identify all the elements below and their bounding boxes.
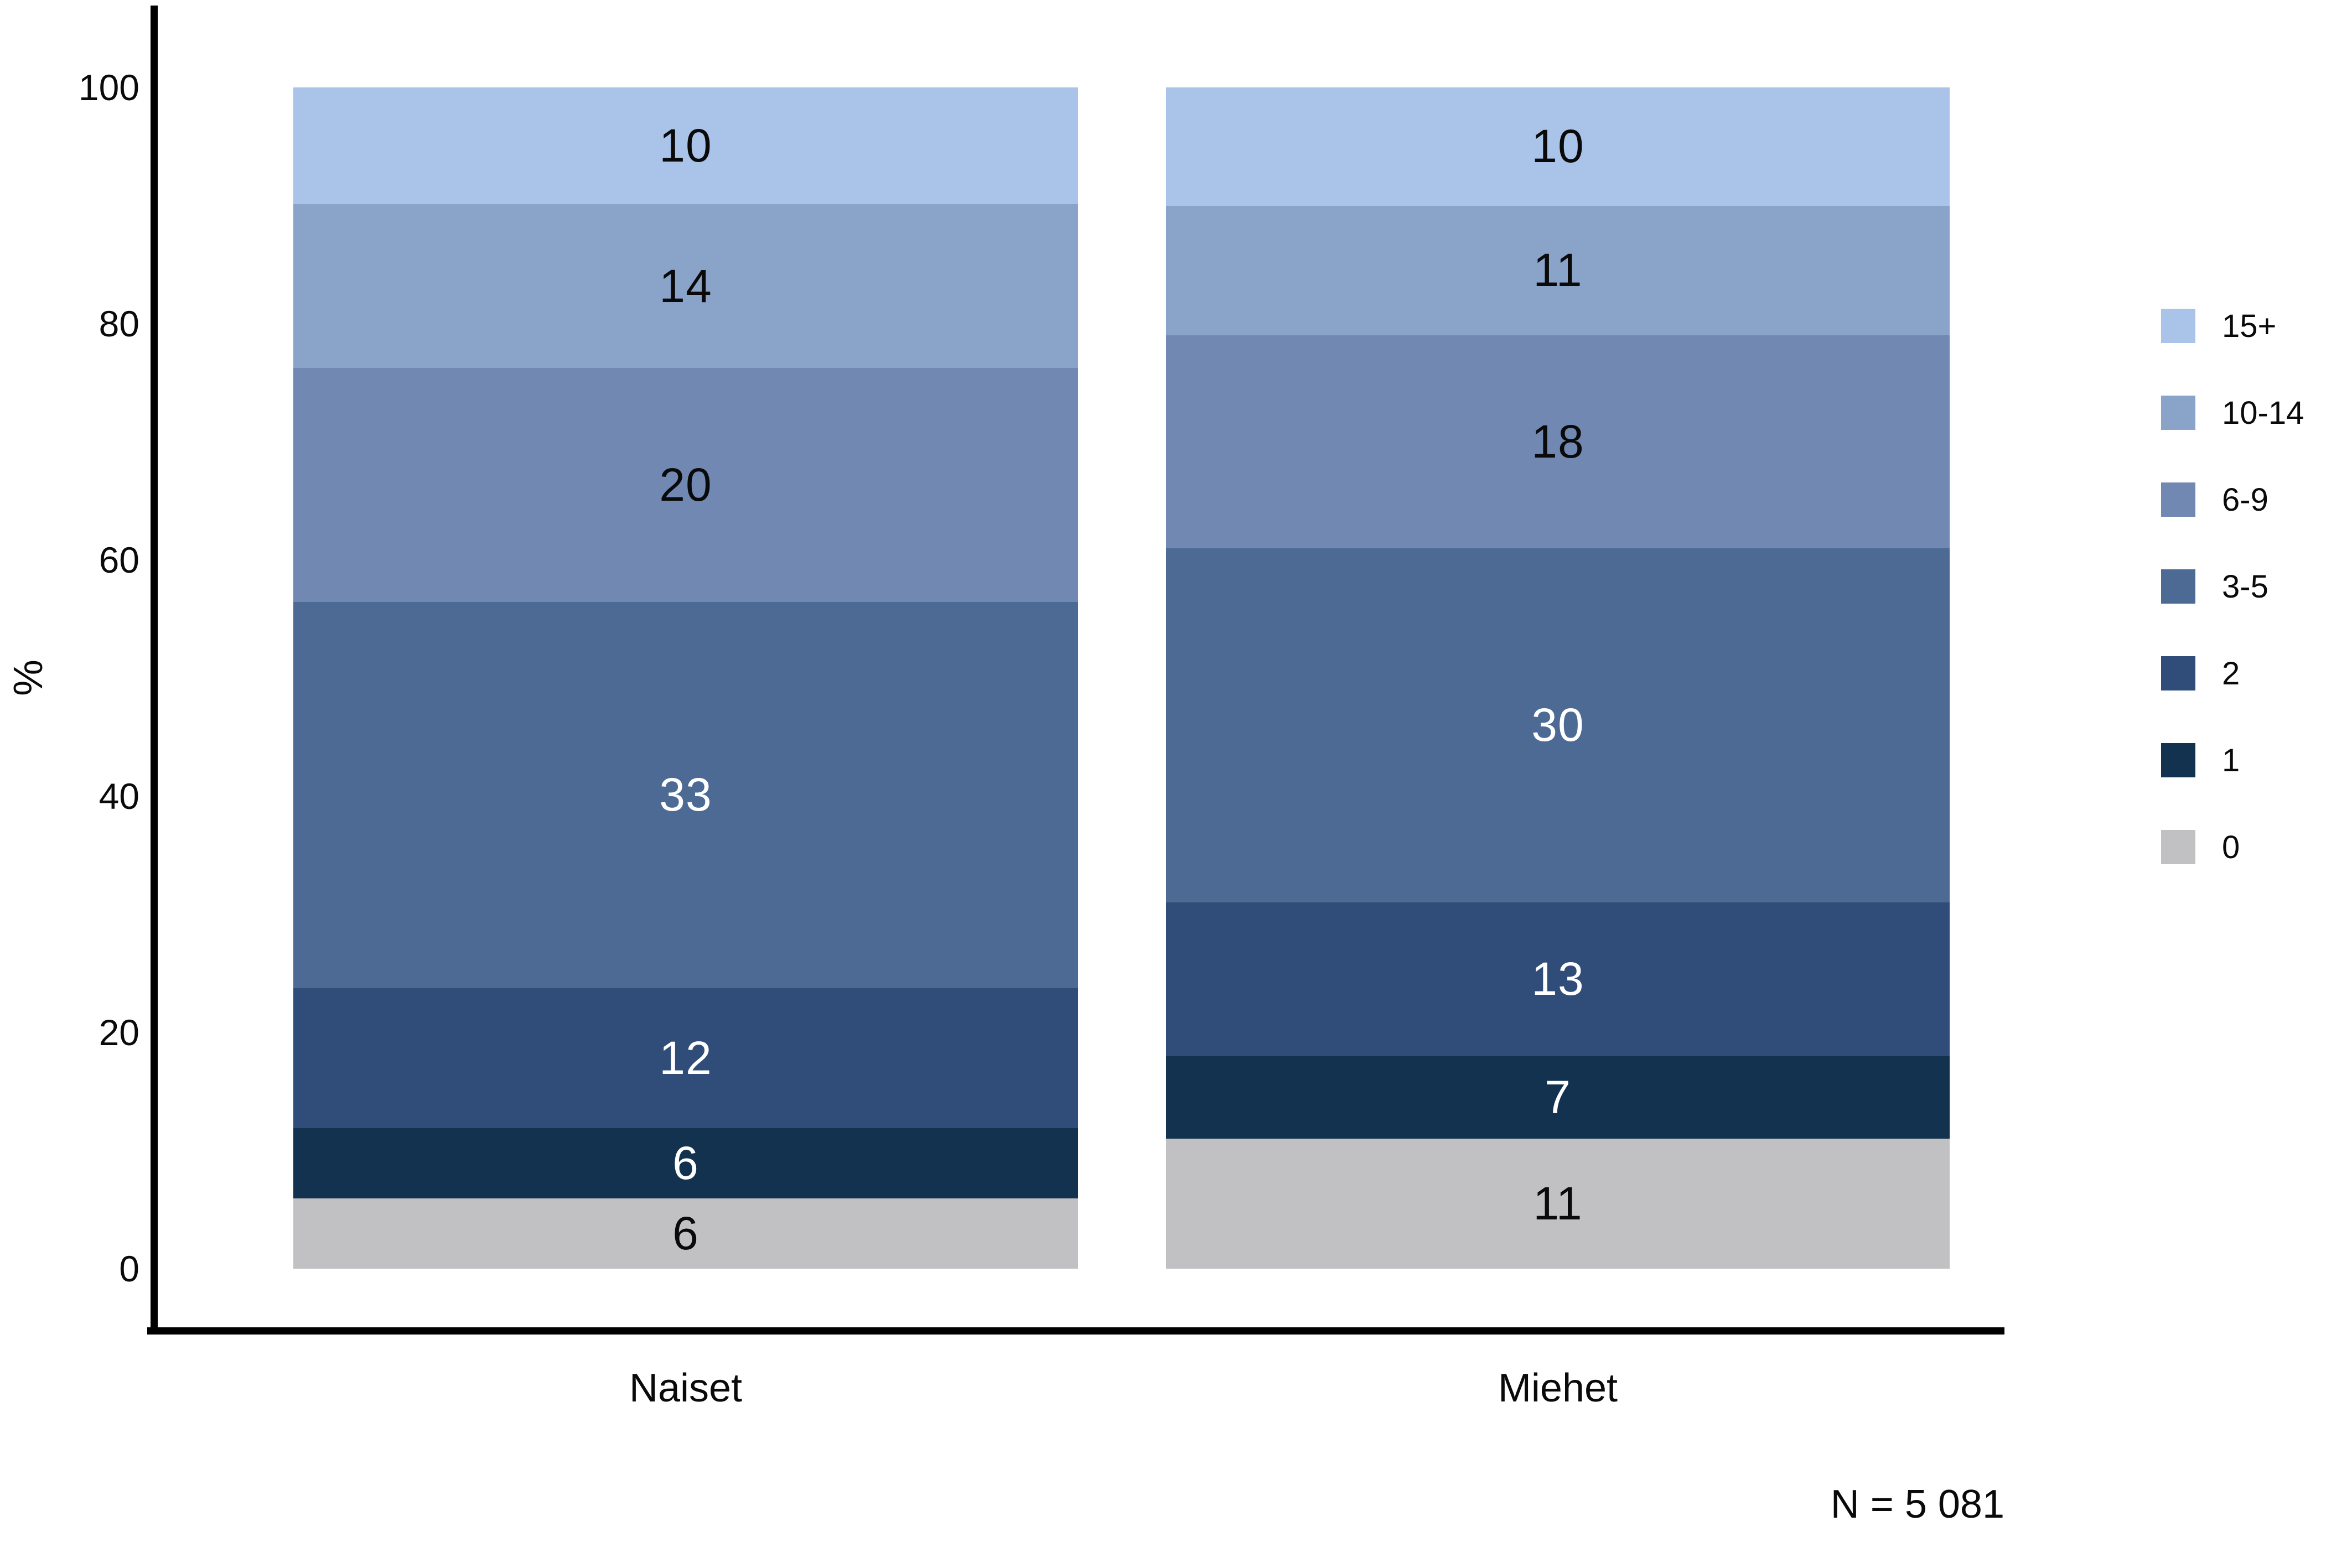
bar-segment-miehet-15plus: 10 [1166, 87, 1950, 206]
legend-swatch [2161, 830, 2195, 864]
bar-value-label: 18 [1531, 415, 1584, 468]
bar-value-label: 14 [659, 259, 712, 312]
bar-segment-miehet-10-14: 11 [1166, 205, 1950, 336]
bar-value-label: 30 [1531, 699, 1584, 751]
bar-value-label: 13 [1531, 953, 1584, 1005]
y-axis-title: % [4, 660, 51, 696]
y-tick-label-60: 60 [99, 539, 139, 580]
x-label-naiset: Naiset [629, 1366, 743, 1410]
y-tick-label-80: 80 [99, 303, 139, 344]
legend-label: 3-5 [2222, 568, 2268, 605]
legend-item-10-14: 10-14 [2161, 394, 2304, 431]
bar-value-label: 33 [659, 769, 712, 821]
legend-label: 0 [2222, 829, 2240, 865]
bar-value-label: 11 [1533, 244, 1583, 297]
bar-value-label: 10 [1531, 120, 1584, 173]
legend-item-0: 0 [2161, 829, 2304, 865]
legend-item-6-9: 6-9 [2161, 481, 2304, 518]
legend-swatch [2161, 309, 2195, 343]
bar-value-label: 10 [659, 120, 712, 172]
legend-label: 10-14 [2222, 394, 2304, 431]
legend-label: 2 [2222, 655, 2240, 692]
legend-label: 15+ [2222, 308, 2277, 344]
bar-segment-naiset-15plus: 10 [293, 87, 1078, 205]
bar-segment-miehet-3-5: 30 [1166, 548, 1950, 903]
legend-swatch [2161, 656, 2195, 690]
legend-item-2: 2 [2161, 655, 2304, 692]
y-tick-label-40: 40 [99, 776, 139, 817]
bar-value-label: 6 [672, 1207, 699, 1260]
bar-segment-naiset-1: 6 [293, 1128, 1078, 1199]
bar-value-label: 20 [659, 459, 712, 511]
legend-swatch [2161, 396, 2195, 430]
x-axis-line [147, 1327, 2004, 1335]
bar-value-label: 12 [659, 1032, 712, 1084]
bar-segment-miehet-2: 13 [1166, 902, 1950, 1056]
legend-swatch [2161, 569, 2195, 604]
y-tick-label-100: 100 [78, 67, 139, 108]
legend: 15+ 10-14 6-9 3-5 2 1 0 [2161, 308, 2304, 865]
bar-value-label: 11 [1533, 1177, 1583, 1230]
bar-value-label: 7 [1545, 1071, 1571, 1123]
legend-label: 1 [2222, 742, 2240, 778]
y-tick-label-20: 20 [99, 1012, 139, 1053]
legend-item-3-5: 3-5 [2161, 568, 2304, 605]
bar-value-label: 6 [672, 1137, 699, 1190]
legend-swatch [2161, 482, 2195, 517]
bar-segment-miehet-1: 7 [1166, 1056, 1950, 1139]
legend-swatch [2161, 743, 2195, 777]
bar-segment-naiset-2: 12 [293, 988, 1078, 1129]
sample-size-note: N = 5 081 [1830, 1482, 2004, 1527]
x-label-miehet: Miehet [1498, 1366, 1618, 1410]
y-axis-line [151, 6, 158, 1335]
legend-item-1: 1 [2161, 742, 2304, 778]
bar-segment-miehet-0: 11 [1166, 1139, 1950, 1269]
bar-segment-naiset-3-5: 33 [293, 602, 1078, 988]
legend-label: 6-9 [2222, 481, 2268, 518]
bar-segment-miehet-6-9: 18 [1166, 335, 1950, 548]
legend-item-15plus: 15+ [2161, 308, 2304, 344]
bar-segment-naiset-10-14: 14 [293, 204, 1078, 368]
bar-segment-naiset-0: 6 [293, 1198, 1078, 1269]
y-tick-label-0: 0 [119, 1248, 139, 1289]
bar-segment-naiset-6-9: 20 [293, 368, 1078, 603]
